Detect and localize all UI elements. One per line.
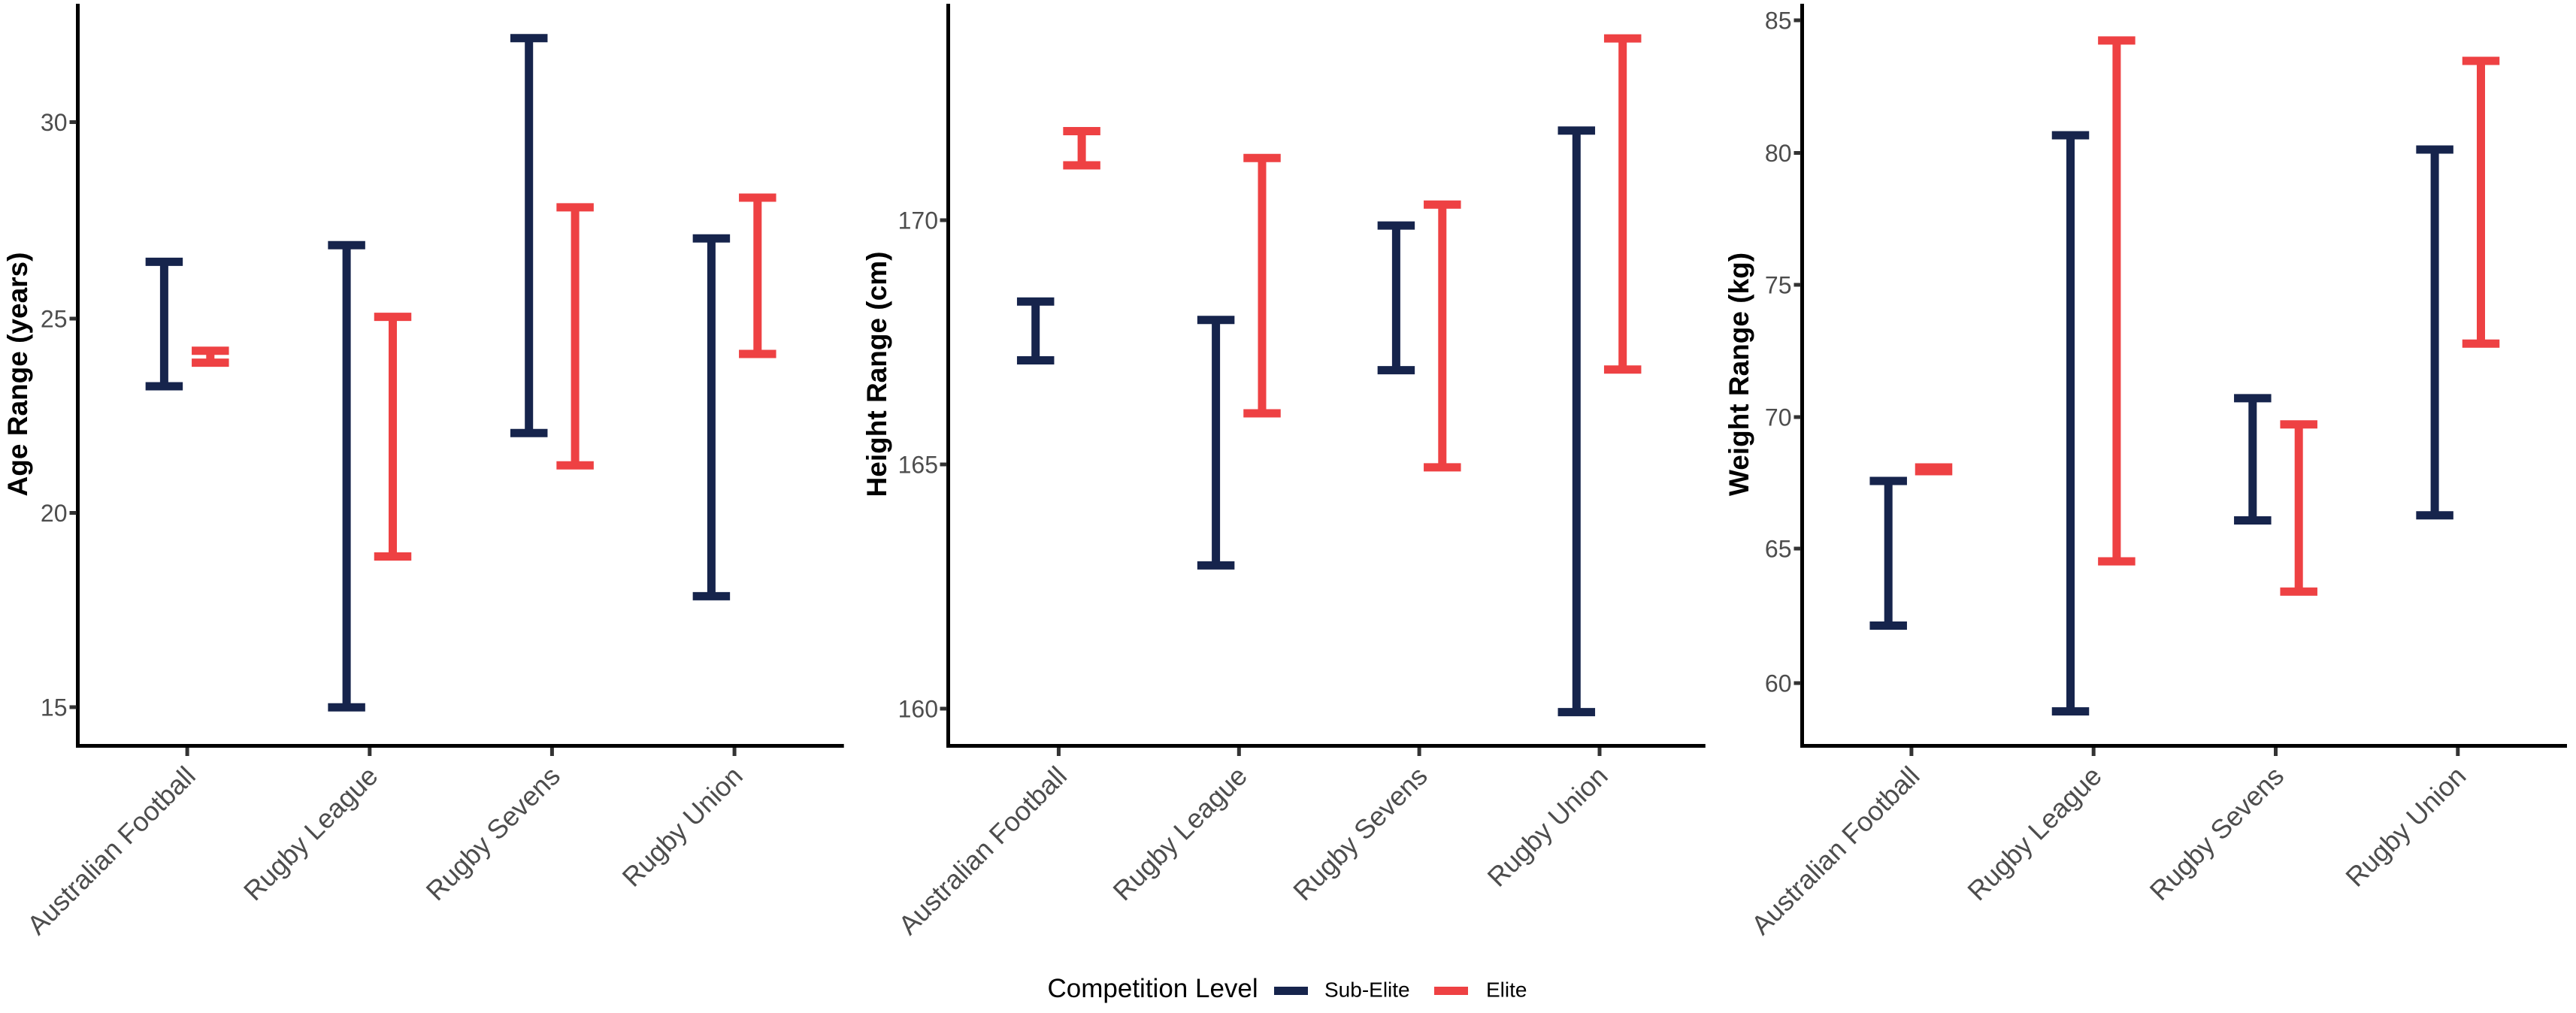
svg-text:Elite: Elite: [1486, 978, 1527, 1002]
svg-text:85: 85: [1765, 8, 1792, 35]
svg-text:20: 20: [41, 500, 68, 527]
svg-text:Height Range (cm): Height Range (cm): [861, 252, 892, 497]
svg-text:Age Range (years): Age Range (years): [2, 252, 33, 497]
svg-text:Weight Range (kg): Weight Range (kg): [1724, 252, 1754, 496]
svg-text:70: 70: [1765, 404, 1792, 431]
svg-text:170: 170: [898, 207, 938, 234]
svg-text:75: 75: [1765, 272, 1792, 299]
svg-text:25: 25: [41, 306, 68, 333]
svg-text:Sub-Elite: Sub-Elite: [1324, 978, 1410, 1002]
svg-text:60: 60: [1765, 670, 1792, 697]
svg-text:30: 30: [41, 109, 68, 136]
svg-text:15: 15: [41, 694, 68, 721]
svg-text:160: 160: [898, 696, 938, 723]
svg-text:165: 165: [898, 452, 938, 479]
svg-text:65: 65: [1765, 536, 1792, 563]
svg-text:80: 80: [1765, 140, 1792, 167]
svg-text:Competition Level: Competition Level: [1048, 974, 1258, 1003]
